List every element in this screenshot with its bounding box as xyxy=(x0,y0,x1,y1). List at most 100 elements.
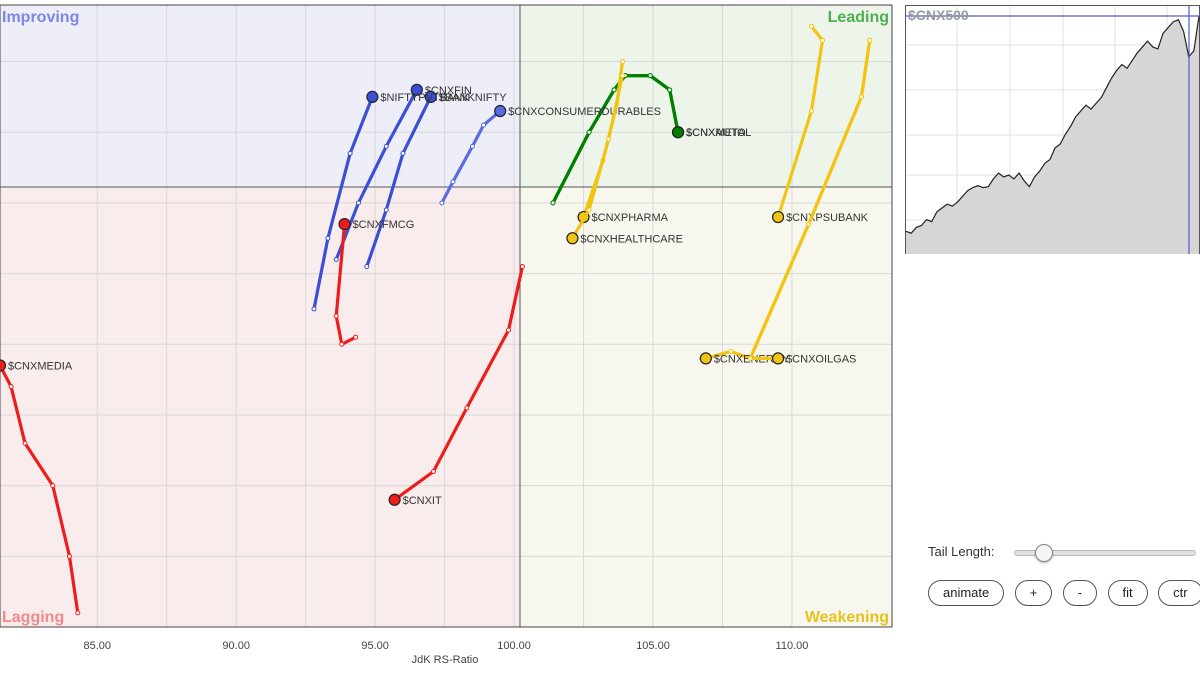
tail-line xyxy=(776,24,825,219)
tail-niftypvtbank[interactable]: $NIFTYPVTBANK xyxy=(311,90,470,312)
head-marker[interactable] xyxy=(566,232,579,245)
tail-point xyxy=(481,122,487,128)
zoom-in-button[interactable]: + xyxy=(1014,580,1053,606)
tail-point xyxy=(506,327,512,333)
head-marker[interactable] xyxy=(699,352,712,365)
animate-button[interactable]: animate xyxy=(928,580,1005,606)
head-marker[interactable] xyxy=(366,90,379,103)
tail-point xyxy=(820,37,826,43)
tail-point xyxy=(430,469,436,474)
tail-point xyxy=(586,207,592,213)
fit-button[interactable]: fit xyxy=(1107,580,1148,606)
series-label: $BANKNIFTY xyxy=(439,92,508,104)
head-marker[interactable] xyxy=(410,83,423,96)
series-label: $CNXPHARMA xyxy=(592,212,669,224)
tail-banknifty[interactable]: $BANKNIFTY xyxy=(364,90,508,270)
benchmark-line xyxy=(905,15,1200,234)
head-marker[interactable] xyxy=(671,126,685,139)
series-label: $CNXOILGAS xyxy=(786,353,856,365)
tail-point xyxy=(667,87,673,93)
tail-point xyxy=(22,440,28,446)
tail-length-slider[interactable] xyxy=(1014,544,1196,562)
tail-point xyxy=(858,94,864,100)
tail-point xyxy=(333,313,339,319)
series-label: $CNXIT xyxy=(403,495,442,507)
tail-line xyxy=(0,363,80,615)
tail-line xyxy=(312,95,374,311)
tail-point xyxy=(619,59,625,65)
tail-point xyxy=(339,341,345,347)
quadrant-label-improving: Improving xyxy=(2,9,79,26)
tail-point xyxy=(808,108,814,114)
tail-cnxfin[interactable]: $CNXFIN xyxy=(333,83,472,262)
x-tick-label: 100.00 xyxy=(497,640,531,652)
head-marker[interactable] xyxy=(771,210,785,224)
quadrant-label-leading: Leading xyxy=(828,9,889,26)
tail-point xyxy=(647,73,653,79)
tail-line xyxy=(334,88,419,262)
center-button[interactable]: ctr xyxy=(1158,580,1200,606)
grid-lines xyxy=(0,5,892,627)
tail-cnxoilgas[interactable]: $CNXOILGAS xyxy=(747,37,873,365)
rrg-tails: $CNXMETAL$CNXAUTO $CNXFIN$BANKNIFTY$NIFTY… xyxy=(0,23,873,616)
series-label: $NIFTYPVTBANK xyxy=(380,92,470,104)
control-buttons: animate + - fit ctr xyxy=(928,580,1200,606)
tail-point xyxy=(586,129,592,135)
tail-length-slider-thumb[interactable] xyxy=(1035,544,1053,562)
head-marker[interactable] xyxy=(424,90,437,103)
tail-cnxhealthcare[interactable]: $CNXHEALTHCARE xyxy=(566,73,683,246)
x-axis-label: JdK RS-Ratio xyxy=(412,654,479,666)
tail-cnxmedia[interactable]: $CNXMEDIA xyxy=(0,359,81,616)
tail-point xyxy=(619,73,625,79)
series-label: $CNXPSUBANK xyxy=(786,212,869,224)
tail-point xyxy=(355,200,361,206)
x-tick-label: 95.00 xyxy=(361,640,389,652)
quadrant-label-weakening: Weakening xyxy=(805,609,889,626)
head-marker[interactable] xyxy=(0,359,7,372)
series-label: $CNXFIN xyxy=(425,85,472,97)
tail-point xyxy=(611,87,617,93)
tail-point xyxy=(606,136,612,142)
zoom-out-button[interactable]: - xyxy=(1062,580,1098,606)
tail-cnxfmcg[interactable]: $CNXFMCG xyxy=(333,218,415,347)
quadrant-weakening xyxy=(520,187,892,627)
head-marker[interactable] xyxy=(494,104,507,118)
tail-point xyxy=(50,483,56,489)
tail-point xyxy=(364,264,370,270)
tail-cnxconsumerdurables[interactable]: $CNXCONSUMERDURABLES xyxy=(439,104,661,206)
tail-point xyxy=(469,143,475,149)
x-tick-label: 85.00 xyxy=(83,640,111,652)
tail-cnxpsubank[interactable]: $CNXPSUBANK xyxy=(771,23,869,224)
tail-point xyxy=(519,264,525,270)
tail-point xyxy=(311,306,317,312)
tail-point xyxy=(66,553,72,559)
quadrant-leading xyxy=(520,5,892,187)
rrg-chart: Improving Leading Lagging Weakening 85.0… xyxy=(0,4,893,666)
tail-cnxit[interactable]: $CNXIT xyxy=(388,264,525,507)
tail-line xyxy=(365,95,433,269)
tail-point xyxy=(728,348,734,354)
benchmark-title: $CNX500 xyxy=(908,7,969,23)
head-marker[interactable] xyxy=(338,218,351,231)
tail-length-label: Tail Length: xyxy=(928,544,995,559)
tail-point xyxy=(464,405,470,411)
tail-point xyxy=(347,150,353,156)
tail-point xyxy=(8,384,14,390)
tail-point xyxy=(439,200,445,206)
tail-point xyxy=(450,179,456,185)
x-axis-ticks: 85.00 90.00 95.00 100.00 105.00 110.00 xyxy=(83,640,808,652)
tail-point xyxy=(353,334,359,340)
tail-cnxauto[interactable]: $CNXAUTO xyxy=(550,73,746,206)
tail-point xyxy=(383,207,389,213)
series-label: $CNXFMCG xyxy=(353,219,415,231)
tail-point xyxy=(806,221,812,227)
x-tick-label: 105.00 xyxy=(636,640,670,652)
head-marker[interactable] xyxy=(388,493,401,506)
series-label: $CNXMETAL xyxy=(686,127,751,139)
head-marker[interactable] xyxy=(771,352,785,365)
benchmark-area xyxy=(906,15,1199,254)
controls-panel: Tail Length: animate + - fit ctr xyxy=(928,540,1200,610)
series-label: $CNXHEALTHCARE xyxy=(580,233,683,245)
tail-line xyxy=(570,74,625,240)
tail-point xyxy=(550,200,556,206)
